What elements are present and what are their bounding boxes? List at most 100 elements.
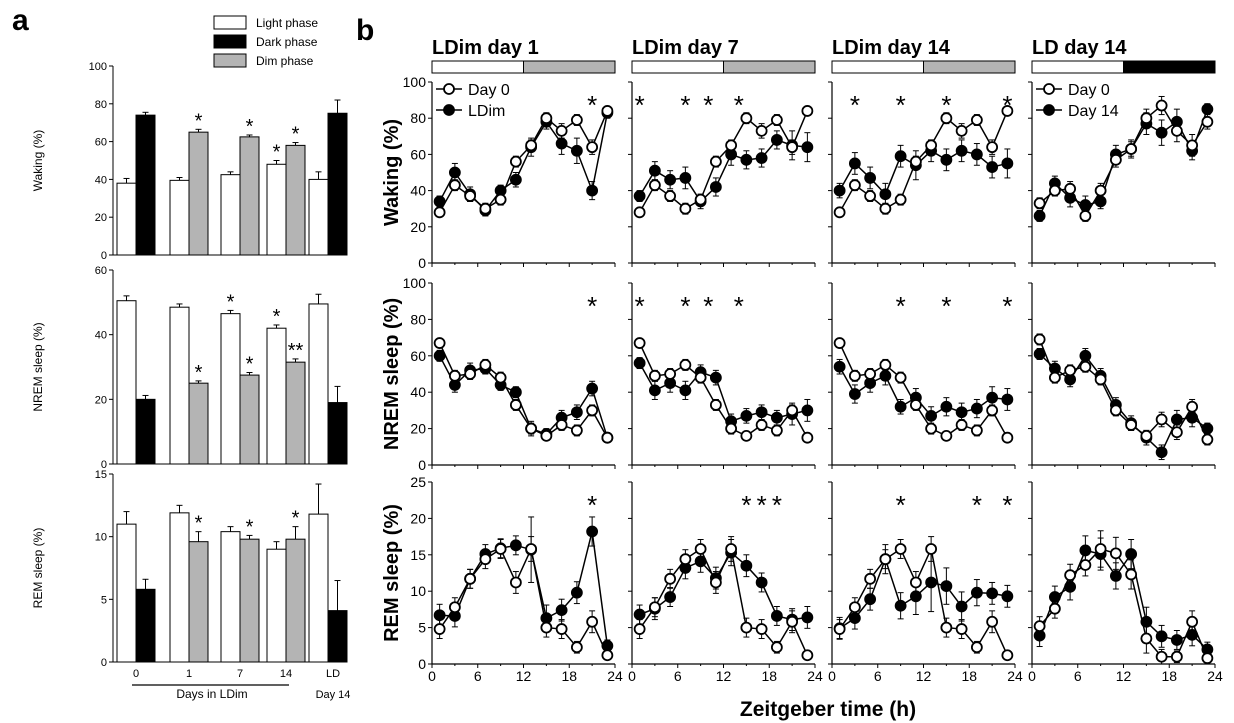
bar [308,303,329,465]
data-point [955,406,968,419]
significance-mark: * [195,513,203,535]
data-point [555,604,568,617]
data-point [986,391,999,404]
data-point [864,190,877,202]
data-point [679,172,692,184]
data-point [664,173,677,186]
data-point [540,429,553,442]
x-tick-label: 18 [761,668,777,684]
bar [285,538,306,663]
series-line [839,546,1009,656]
legend-label: Dim phase [256,54,314,68]
bar [220,531,241,663]
bar [285,144,306,256]
data-point [970,114,983,126]
significance-star: * [972,490,982,520]
data-point [1140,112,1153,125]
y-tick-label: 20 [410,219,426,235]
bar [135,588,156,663]
row-y-axis-label: REM sleep (%) [381,504,403,642]
significance-star: * [703,90,713,120]
data-point [1201,115,1214,128]
data-point [1109,153,1122,166]
data-point [986,161,999,173]
data-point [755,406,768,419]
data-point [925,576,938,589]
y-tick-label: 0 [101,250,107,262]
data-point [1048,371,1061,384]
data-point [740,429,753,442]
data-point [955,623,968,635]
data-point [786,404,799,417]
data-point [555,623,568,635]
data-point [633,608,646,621]
data-point [586,615,599,628]
x-tick-label: 12 [916,668,932,684]
data-point [433,349,446,362]
bar [116,182,137,256]
data-point [1079,349,1092,362]
panel-b: LDim day 1 LDim day 7 LDim day 14 LD day 14… [381,37,1223,684]
column-title: LDim day 14 [832,37,951,59]
data-point [770,411,783,424]
y-tick-label: 15 [95,469,107,481]
data-point [786,615,799,628]
data-point [509,399,522,411]
data-point [464,572,477,585]
data-point [433,337,446,349]
data-point [755,623,768,635]
data-point [694,543,707,555]
x-tick-label: 0 [1028,668,1036,684]
data-point [664,572,677,585]
data-point [1170,124,1183,137]
data-point [1155,650,1168,663]
legend-swatch [213,53,247,68]
data-point [494,193,507,206]
data-point [755,124,768,137]
significance-mark: * [273,142,281,164]
significance-star: * [850,90,860,120]
series-line [1038,339,1209,440]
y-tick-label: 0 [101,657,107,669]
bar [188,541,209,663]
data-point [833,184,846,197]
legend-marker [1043,83,1055,95]
y-tick-label: 10 [95,532,107,544]
y-tick-label: 5 [101,594,107,606]
data-point [433,609,446,622]
y-tick-label: 20 [95,212,107,224]
data-point [894,543,907,555]
x-tick-label: 6 [674,668,682,684]
data-point [725,139,738,152]
legend-label: Light phase [256,16,318,30]
data-point [570,144,583,157]
panel-label-a: a [12,4,29,37]
bar [169,306,190,465]
data-point [679,384,692,397]
data-point [1155,413,1168,426]
row-y-axis-label: NREM sleep (%) [381,298,403,450]
data-point [801,611,814,624]
data-point [448,601,461,614]
data-point [1048,184,1061,197]
data-point [586,404,599,417]
data-point [1109,570,1122,582]
data-point [879,553,892,566]
data-point [848,388,861,400]
data-point [494,371,507,384]
data-point [755,419,768,431]
data-point [1155,630,1168,643]
significance-mark: * [227,291,235,313]
significance-mark: * [292,508,300,530]
data-point [848,369,861,382]
x-tick-label: 14 [280,668,292,680]
data-point [648,601,661,614]
y-tick-label: 0 [418,255,426,271]
y-tick-label: 60 [95,137,107,149]
series-line [1038,549,1208,650]
data-point [1094,373,1107,386]
data-point [433,206,446,219]
data-point [986,615,999,628]
y-tick-label: 20 [95,394,107,406]
data-point [940,400,953,413]
